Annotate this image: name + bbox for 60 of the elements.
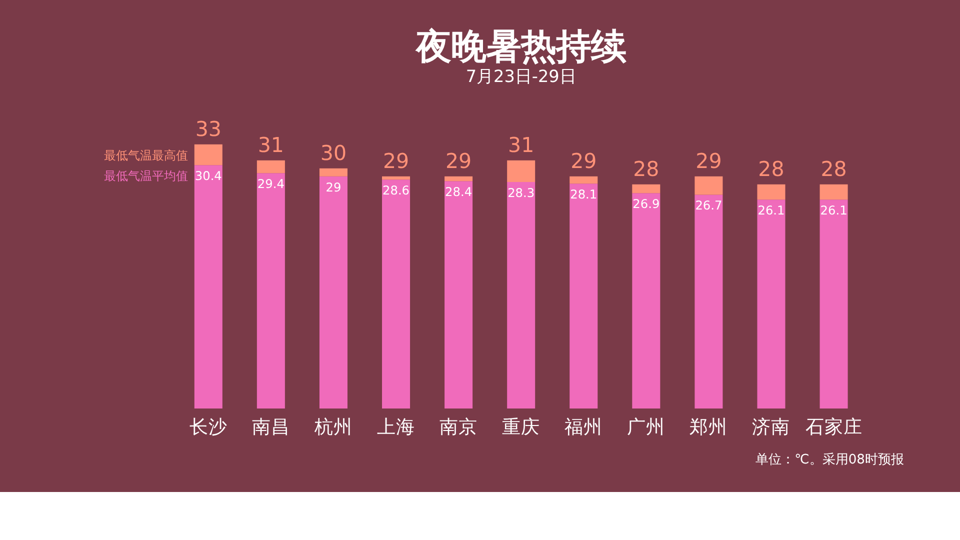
bar [694,176,723,195]
bar [757,200,786,408]
data-label: 26.1 [820,204,848,218]
x-tick-label: 郑州 [690,417,728,438]
total-label: 33 [195,116,222,141]
bar [256,160,285,174]
bar [757,184,786,200]
x-tick-label: 广州 [627,416,666,438]
bar [382,180,410,408]
total-label: 29 [445,148,472,173]
bar [570,184,598,408]
data-label: 29.4 [257,177,285,192]
bar [820,184,848,200]
bar [444,181,473,408]
bar [570,176,598,184]
text: 单位：℃。采用08时预报 [756,452,904,468]
x-tick-label: 长沙 [189,417,228,438]
data-label: 29 [326,180,342,194]
data-label: 28.1 [570,188,598,202]
x-tick-label: 杭州 [313,417,352,438]
total-label: 29 [696,148,722,173]
series-label: 最低气温平均值 [104,169,188,184]
x-tick-label: 上海 [377,417,416,438]
data-label: 28.6 [382,184,410,198]
bar [632,193,660,408]
chart-title: 夜晚暑热持续 [415,26,626,68]
data-label: 30.4 [194,169,222,184]
x-tick-label: 南昌 [252,417,290,438]
total-label: 29 [570,148,597,173]
series-label: 最低气温最高值 [104,148,188,162]
x-tick-label: 济南 [752,416,790,438]
bar [194,144,222,166]
bar [319,176,348,408]
bar [382,176,410,180]
data-label: 26.9 [632,197,660,212]
x-tick-label: 重庆 [502,416,540,438]
total-label: 28 [633,156,660,181]
bar [194,165,222,408]
total-label: 31 [258,132,284,157]
bar [632,184,660,194]
x-tick-label: 石家庄 [805,416,862,438]
bar [256,173,285,408]
total-label: 30 [320,140,347,165]
x-tick-label: 南京 [440,416,478,438]
total-label: 28 [758,156,784,181]
total-label: 28 [820,156,847,181]
total-label: 31 [508,132,534,157]
bar [507,182,536,408]
bar [444,176,473,182]
x-tick-label: 福州 [564,417,603,438]
bar [319,168,348,176]
data-label: 26.1 [758,204,785,218]
data-label: 26.7 [695,198,722,213]
bar [820,200,848,408]
data-label: 28.4 [445,185,472,200]
data-label: 28.3 [508,186,535,200]
total-label: 29 [382,148,410,173]
bar [507,160,536,182]
bar [694,194,723,408]
chart-subtitle: 7月23日-29日 [466,66,576,86]
